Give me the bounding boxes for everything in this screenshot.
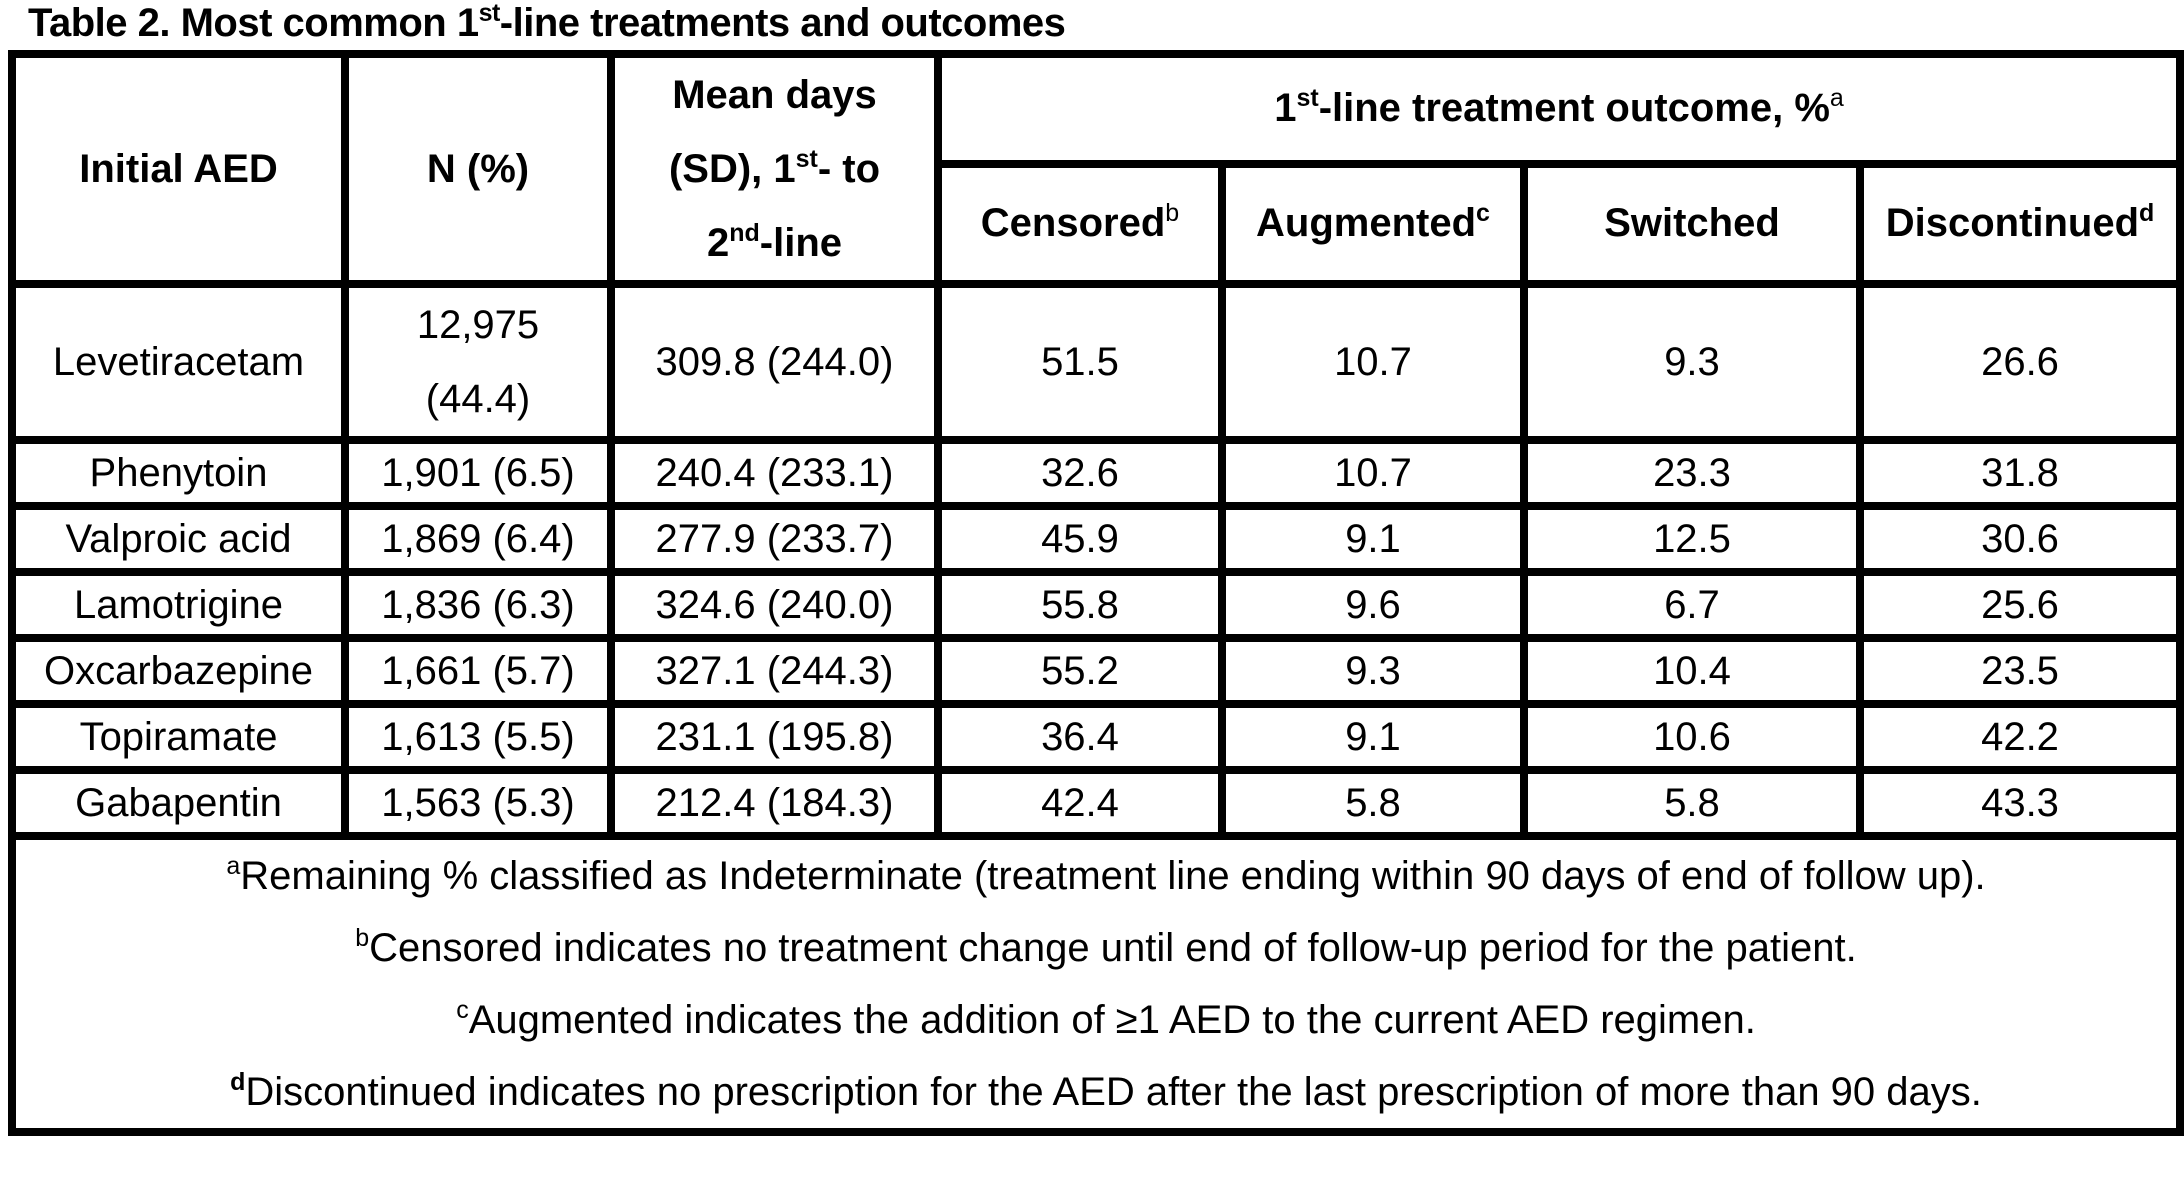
cell-aed: Lamotrigine <box>8 568 349 642</box>
cell-discontinued: 31.8 <box>1855 436 2184 510</box>
cell-augmented: 5.8 <box>1218 766 1528 840</box>
table-row-gabapentin: Gabapentin 1,563 (5.3) 212.4 (184.3) 42.… <box>8 766 2184 840</box>
cell-discontinued: 23.5 <box>1855 634 2184 708</box>
cell-n-pct: 12,975 (44.4) <box>341 280 615 444</box>
cell-augmented: 10.7 <box>1218 280 1528 444</box>
header-mean-days: Mean days (SD), 1st- to 2nd-line <box>607 50 942 288</box>
cell-discontinued: 30.6 <box>1855 502 2184 576</box>
table-row-phenytoin: Phenytoin 1,901 (6.5) 240.4 (233.1) 32.6… <box>8 436 2184 510</box>
header-mean-days-line2: (SD), 1st- to <box>668 145 881 192</box>
cell-censored: 51.5 <box>934 280 1226 444</box>
table-title-superscript: st <box>478 0 501 27</box>
header-discontinued: Discontinuedd <box>1855 159 2184 289</box>
footnotes-cell: aRemaining % classified as Indeterminate… <box>7 832 2184 1136</box>
cell-censored: 55.8 <box>934 568 1226 642</box>
header-switched: Switched <box>1520 159 1864 289</box>
cell-discontinued: 25.6 <box>1855 568 2184 642</box>
cell-censored: 45.9 <box>934 502 1226 576</box>
cell-augmented: 9.1 <box>1218 700 1528 774</box>
footnote-b: bCensored indicates no treatment change … <box>355 924 1857 971</box>
cell-augmented: 10.7 <box>1218 436 1528 510</box>
table-title-suffix: -line treatments and outcomes <box>499 1 1066 45</box>
cell-switched: 12.5 <box>1520 502 1864 576</box>
cell-n-pct: 1,836 (6.3) <box>341 568 615 642</box>
treatments-outcomes-table: Initial AED N (%) Mean days (SD), 1st- t… <box>7 50 2184 1136</box>
cell-switched: 5.8 <box>1520 766 1864 840</box>
cell-switched: 23.3 <box>1520 436 1864 510</box>
header-augmented: Augmentedc <box>1218 159 1528 289</box>
footnote-d: dDiscontinued indicates no prescription … <box>230 1068 1982 1115</box>
table-row-valproic-acid: Valproic acid 1,869 (6.4) 277.9 (233.7) … <box>8 502 2184 576</box>
cell-mean-days: 212.4 (184.3) <box>607 766 942 840</box>
cell-augmented: 9.1 <box>1218 502 1528 576</box>
cell-augmented: 9.6 <box>1218 568 1528 642</box>
cell-mean-days: 309.8 (244.0) <box>607 280 942 444</box>
cell-aed: Oxcarbazepine <box>8 634 349 708</box>
cell-augmented: 9.3 <box>1218 634 1528 708</box>
table-row-topiramate: Topiramate 1,613 (5.5) 231.1 (195.8) 36.… <box>8 700 2184 774</box>
cell-n-pct: 1,661 (5.7) <box>341 634 615 708</box>
cell-censored: 55.2 <box>934 634 1226 708</box>
table-row-levetiracetam: Levetiracetam 12,975 (44.4) 309.8 (244.0… <box>8 280 2184 444</box>
header-row-outcomes: Censoredb Augmentedc Switched Discontinu… <box>12 159 2184 289</box>
cell-mean-days: 277.9 (233.7) <box>607 502 942 576</box>
cell-n-line2: (44.4) <box>425 377 531 421</box>
cell-discontinued: 43.3 <box>1855 766 2184 840</box>
cell-n-pct: 1,901 (6.5) <box>341 436 615 510</box>
cell-aed: Phenytoin <box>8 436 349 510</box>
cell-mean-days: 231.1 (195.8) <box>607 700 942 774</box>
cell-mean-days: 324.6 (240.0) <box>607 568 942 642</box>
cell-mean-days: 240.4 (233.1) <box>607 436 942 510</box>
footnotes-row: aRemaining % classified as Indeterminate… <box>7 832 2184 1136</box>
cell-aed: Valproic acid <box>8 502 349 576</box>
table-row-lamotrigine: Lamotrigine 1,836 (6.3) 324.6 (240.0) 55… <box>8 568 2184 642</box>
table-row-oxcarbazepine: Oxcarbazepine 1,661 (5.7) 327.1 (244.3) … <box>8 634 2184 708</box>
header-row-group: Initial AED N (%) Mean days (SD), 1st- t… <box>8 50 2184 288</box>
table-title: Table 2. Most common 1st-line treatments… <box>28 0 1066 46</box>
cell-switched: 9.3 <box>1520 280 1864 444</box>
header-initial-aed: Initial AED <box>8 50 349 288</box>
table-title-prefix: Table 2. Most common 1 <box>28 1 479 45</box>
cell-aed: Topiramate <box>8 700 349 774</box>
cell-mean-days: 327.1 (244.3) <box>607 634 942 708</box>
header-n-pct: N (%) <box>341 50 615 288</box>
cell-n-line1: 12,975 <box>416 303 540 347</box>
header-mean-days-line1: Mean days <box>672 73 877 117</box>
cell-censored: 42.4 <box>934 766 1226 840</box>
cell-discontinued: 42.2 <box>1855 700 2184 774</box>
cell-switched: 10.4 <box>1520 634 1864 708</box>
header-mean-days-line3: 2nd-line <box>706 219 843 266</box>
cell-censored: 36.4 <box>934 700 1226 774</box>
cell-n-pct: 1,869 (6.4) <box>341 502 615 576</box>
cell-n-pct: 1,613 (5.5) <box>341 700 615 774</box>
cell-discontinued: 26.6 <box>1855 280 2184 444</box>
cell-aed: Gabapentin <box>8 766 349 840</box>
cell-switched: 6.7 <box>1520 568 1864 642</box>
cell-aed: Levetiracetam <box>8 280 349 444</box>
cell-switched: 10.6 <box>1520 700 1864 774</box>
cell-censored: 32.6 <box>934 436 1226 510</box>
header-censored: Censoredb <box>934 159 1226 289</box>
header-outcome-group: 1st-line treatment outcome, %a <box>933 50 2184 168</box>
cell-n-pct: 1,563 (5.3) <box>341 766 615 840</box>
footnote-a: aRemaining % classified as Indeterminate… <box>226 852 1986 899</box>
footnote-c: cAugmented indicates the addition of ≥1 … <box>456 996 1756 1043</box>
